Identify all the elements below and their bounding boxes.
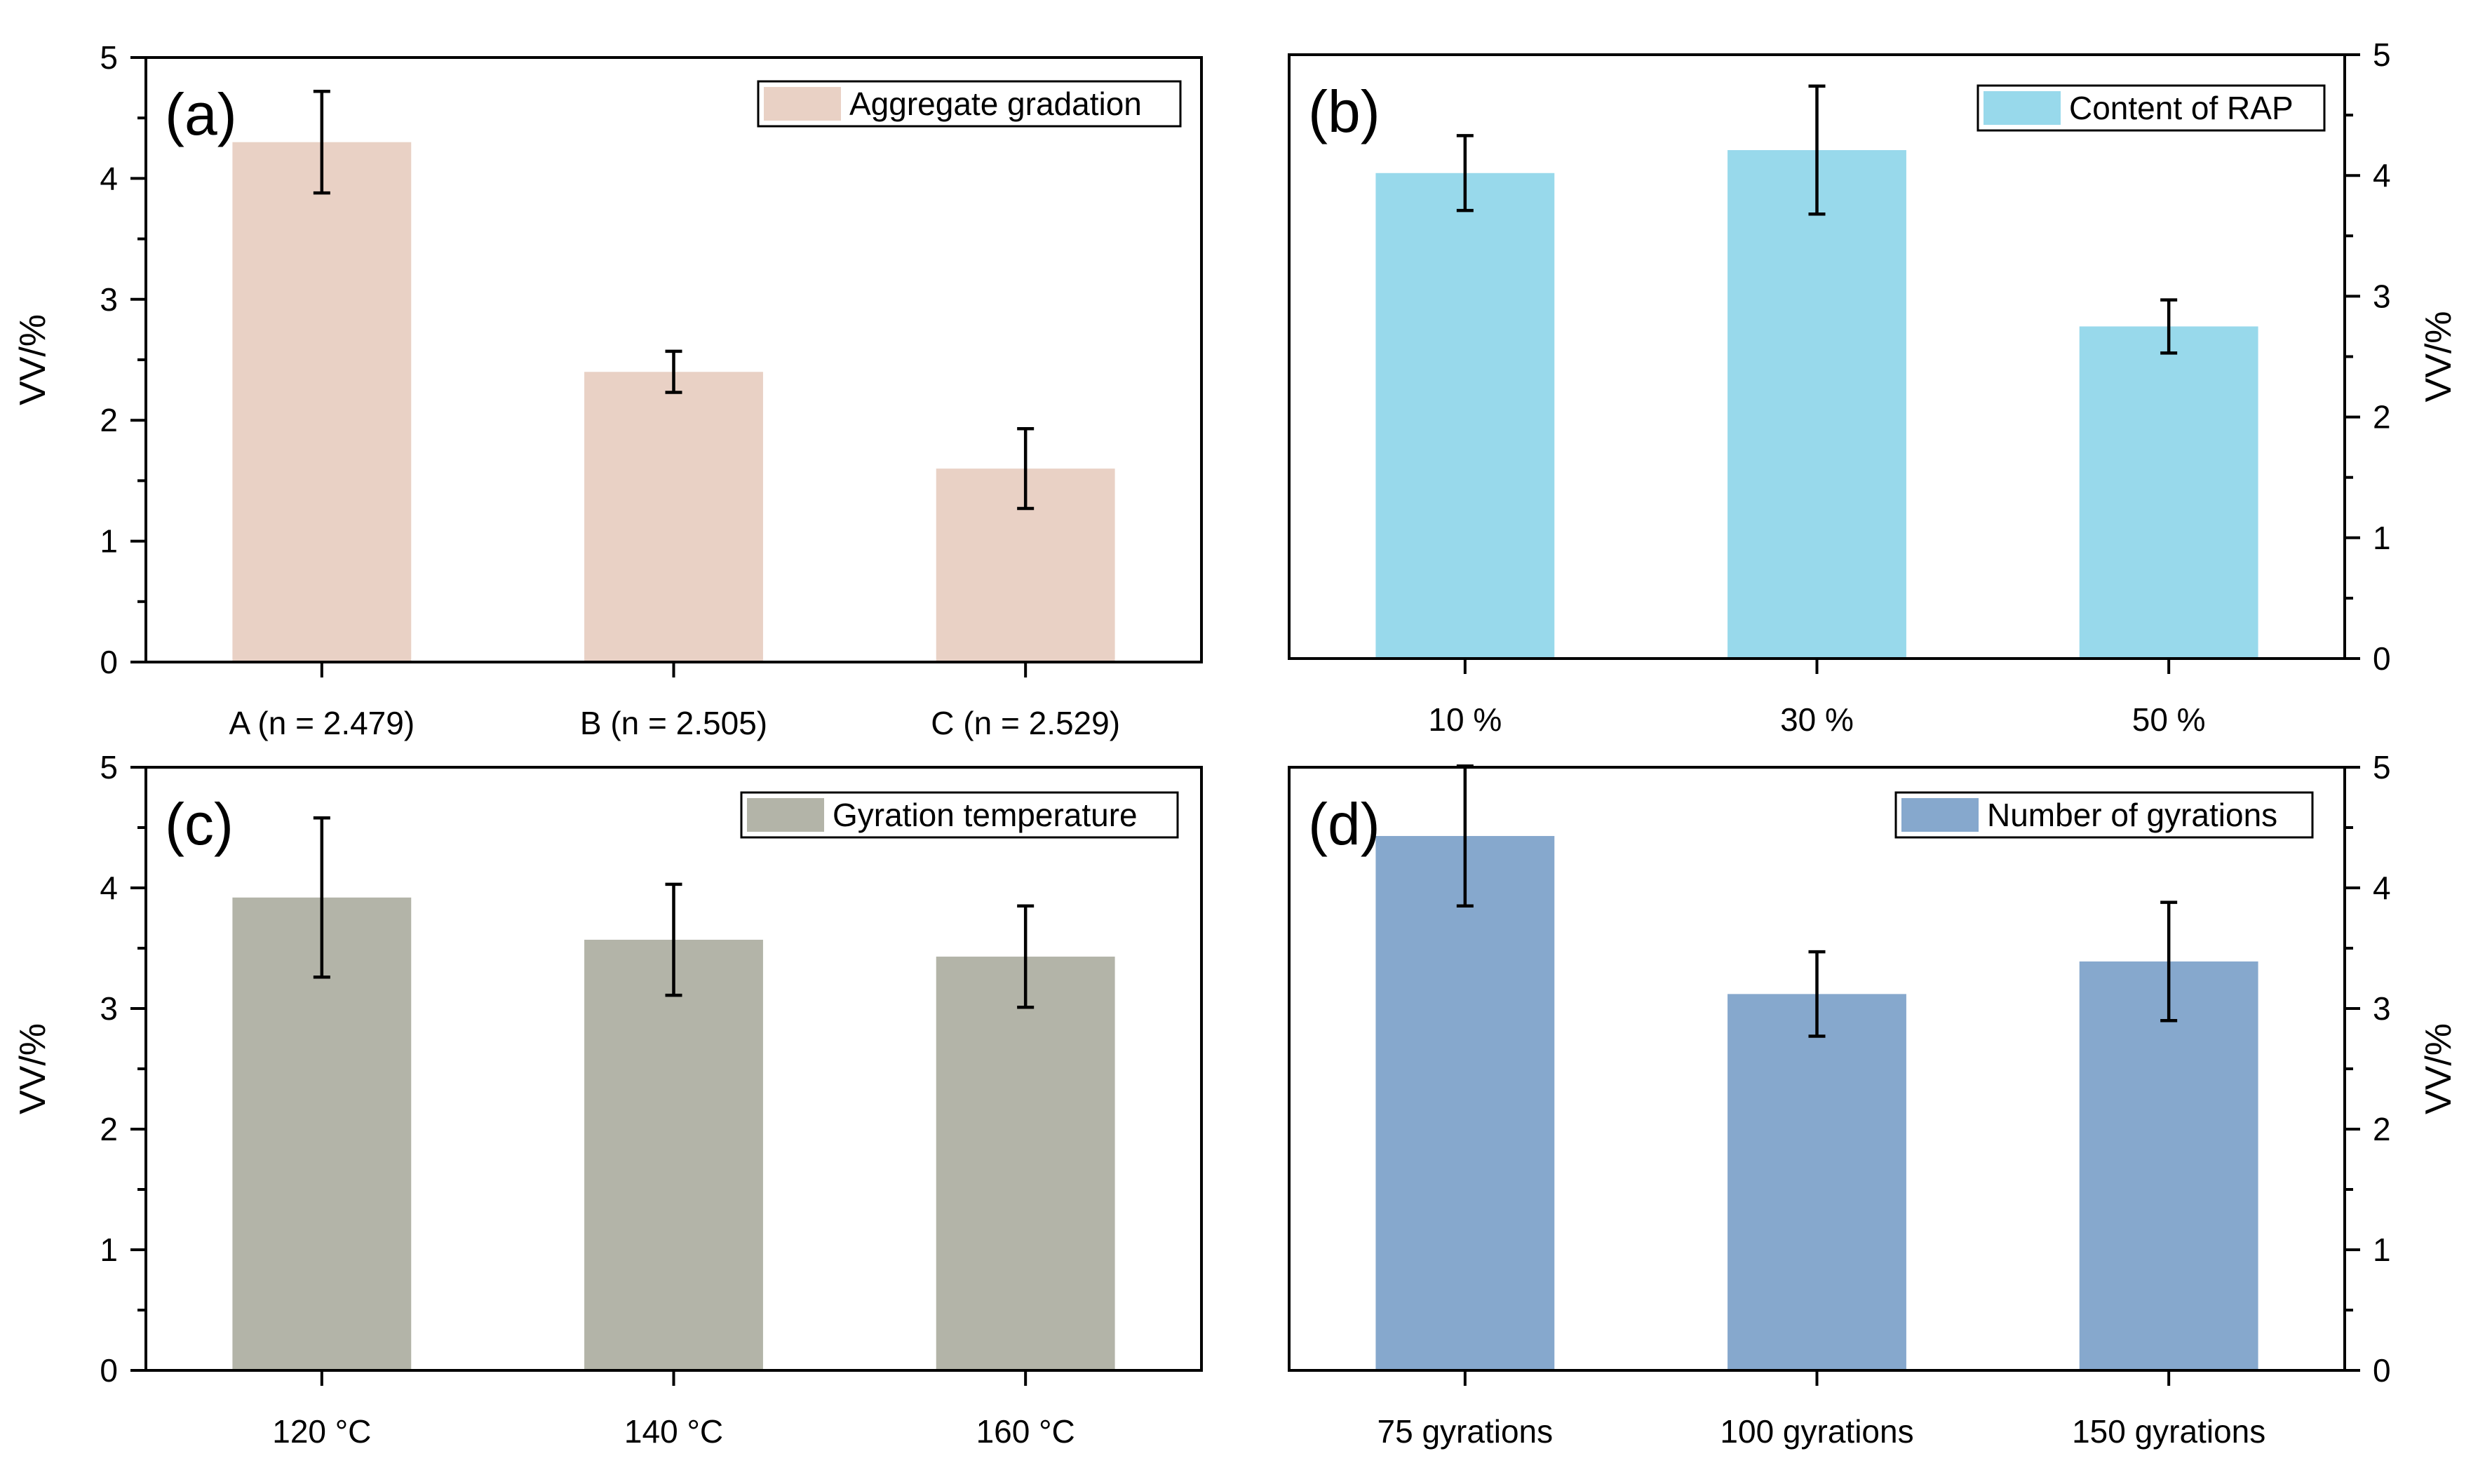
error-bar	[1017, 427, 1035, 511]
bar	[2079, 961, 2258, 1370]
error-bar	[665, 882, 682, 997]
x-tick-label: 50 %	[2132, 701, 2206, 738]
y-axis-title: VV/%	[2418, 311, 2459, 402]
legend-label: Number of gyrations	[1987, 797, 2277, 833]
bar	[1375, 173, 1555, 659]
error-bar	[1808, 84, 1826, 216]
error-bar	[665, 349, 682, 394]
y-tick-label: 2	[100, 1111, 118, 1147]
y-tick-label: 1	[2373, 1232, 2391, 1268]
chart-panel-d: 0 1 2 3 4 5 75 gyrations 100 gyrations 150 gyrat…	[1288, 749, 2459, 1450]
y-tick-label: 3	[2373, 278, 2391, 314]
bar	[584, 372, 763, 662]
y-tick-label: 0	[100, 644, 118, 680]
error-bar	[1808, 950, 1826, 1038]
y-tick-label: 1	[2373, 520, 2391, 556]
panel-label: (c)	[165, 791, 234, 857]
error-bar	[1017, 904, 1035, 1009]
chart-panel-b: 0 1 2 3 4 5 10 % 30 % 50 % VV/% (b) Content of RAP	[1288, 36, 2459, 738]
y-tick-label: 0	[2373, 1352, 2391, 1389]
bar	[1375, 836, 1555, 1370]
bar	[232, 142, 412, 662]
legend-swatch	[764, 87, 841, 121]
legend: Number of gyrations	[1894, 791, 2314, 839]
x-tick-label: 120 °C	[272, 1413, 371, 1450]
y-tick-label: 5	[100, 39, 118, 76]
y-tick-label: 2	[100, 402, 118, 438]
bar	[936, 957, 1115, 1370]
legend-swatch	[1984, 91, 2061, 125]
chart-panel-c: 0 1 2 3 4 5 120 °C 140 °C 160 °C VV/% (c) Gyration …	[13, 749, 1203, 1450]
y-tick-label: 5	[2373, 749, 2391, 785]
legend-swatch	[747, 798, 824, 832]
legend-label: Content of RAP	[2069, 90, 2294, 126]
y-tick-label: 2	[2373, 1111, 2391, 1147]
error-bar	[1456, 134, 1474, 213]
legend-label: Gyration temperature	[833, 797, 1138, 833]
y-tick-label: 4	[2373, 157, 2391, 194]
y-tick-label: 3	[100, 990, 118, 1027]
bar	[1727, 994, 1906, 1370]
legend-label: Aggregate gradation	[849, 86, 1142, 122]
x-tick-label: 30 %	[1780, 701, 1854, 738]
error-bar	[313, 816, 330, 979]
bar	[1727, 150, 1906, 659]
y-axis-title: VV/%	[13, 1023, 53, 1114]
y-tick-label: 4	[100, 870, 118, 906]
legend-swatch	[1901, 798, 1979, 832]
y-axis-title: VV/%	[2418, 1023, 2459, 1114]
y-tick-label: 5	[100, 749, 118, 785]
bar	[584, 939, 763, 1370]
y-tick-label: 4	[2373, 870, 2391, 906]
legend: Content of RAP	[1976, 84, 2326, 132]
x-tick-label: 150 gyrations	[2072, 1413, 2265, 1450]
x-tick-label: B (n = 2.505)	[580, 705, 767, 741]
x-tick-label: 75 gyrations	[1378, 1413, 1554, 1450]
y-tick-label: 3	[2373, 990, 2391, 1027]
y-tick-label: 1	[100, 523, 118, 560]
x-tick-label: 100 gyrations	[1720, 1413, 1913, 1450]
y-tick-label: 4	[100, 160, 118, 196]
y-tick-label: 0	[2373, 640, 2391, 677]
y-tick-label: 5	[2373, 36, 2391, 73]
panel-label: (b)	[1308, 79, 1380, 144]
error-bar	[313, 90, 330, 195]
panel-label: (d)	[1308, 791, 1380, 857]
y-tick-label: 0	[100, 1352, 118, 1389]
x-tick-label: 140 °C	[624, 1413, 723, 1450]
x-tick-label: 160 °C	[976, 1413, 1075, 1450]
y-axis-title: VV/%	[13, 314, 53, 405]
x-tick-label: A (n = 2.479)	[229, 705, 415, 741]
x-tick-label: 10 %	[1428, 701, 1502, 738]
error-bar	[2160, 298, 2178, 355]
legend: Aggregate gradation	[757, 80, 1182, 128]
y-tick-label: 3	[100, 281, 118, 318]
legend: Gyration temperature	[740, 791, 1179, 839]
y-tick-label: 1	[100, 1232, 118, 1268]
chart-panel-a: 0 1 2 3 4 5 A (n = 2.479) B (n = 2.505) C (n = 2…	[13, 39, 1203, 741]
bar	[2079, 326, 2258, 659]
y-tick-label: 2	[2373, 399, 2391, 436]
x-tick-label: C (n = 2.529)	[931, 705, 1120, 741]
panel-label: (a)	[165, 81, 237, 147]
error-bar	[2160, 900, 2178, 1023]
